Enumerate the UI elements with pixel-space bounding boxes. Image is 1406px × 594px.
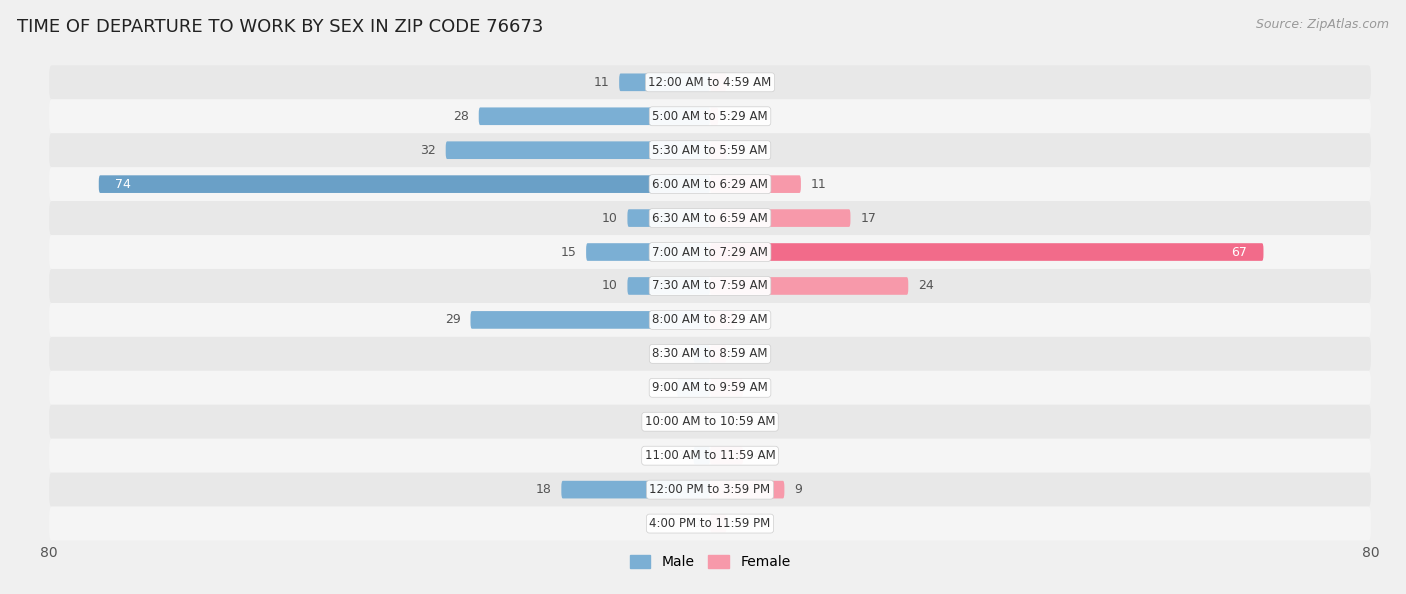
FancyBboxPatch shape xyxy=(710,515,727,532)
Text: 4: 4 xyxy=(659,381,666,394)
Text: 10: 10 xyxy=(602,279,617,292)
Text: 0: 0 xyxy=(692,415,700,428)
Text: 10: 10 xyxy=(602,211,617,225)
Text: 74: 74 xyxy=(115,178,131,191)
Text: 7:30 AM to 7:59 AM: 7:30 AM to 7:59 AM xyxy=(652,279,768,292)
Text: 11: 11 xyxy=(593,76,609,89)
Text: 9: 9 xyxy=(794,483,803,496)
Text: 67: 67 xyxy=(1232,245,1247,258)
FancyBboxPatch shape xyxy=(561,481,710,498)
Text: 18: 18 xyxy=(536,483,551,496)
FancyBboxPatch shape xyxy=(98,175,710,193)
Text: 17: 17 xyxy=(860,211,876,225)
FancyBboxPatch shape xyxy=(693,447,710,465)
Text: 12:00 PM to 3:59 PM: 12:00 PM to 3:59 PM xyxy=(650,483,770,496)
Text: 24: 24 xyxy=(918,279,934,292)
FancyBboxPatch shape xyxy=(49,167,1371,201)
Text: 8:00 AM to 8:29 AM: 8:00 AM to 8:29 AM xyxy=(652,314,768,327)
Text: 8:30 AM to 8:59 AM: 8:30 AM to 8:59 AM xyxy=(652,347,768,361)
Text: 6:00 AM to 6:29 AM: 6:00 AM to 6:29 AM xyxy=(652,178,768,191)
FancyBboxPatch shape xyxy=(619,74,710,91)
Text: 4:00 PM to 11:59 PM: 4:00 PM to 11:59 PM xyxy=(650,517,770,530)
FancyBboxPatch shape xyxy=(586,243,710,261)
Text: 10:00 AM to 10:59 AM: 10:00 AM to 10:59 AM xyxy=(645,415,775,428)
Text: 4: 4 xyxy=(754,381,761,394)
FancyBboxPatch shape xyxy=(710,277,908,295)
FancyBboxPatch shape xyxy=(49,507,1371,541)
FancyBboxPatch shape xyxy=(471,311,710,328)
Text: TIME OF DEPARTURE TO WORK BY SEX IN ZIP CODE 76673: TIME OF DEPARTURE TO WORK BY SEX IN ZIP … xyxy=(17,18,543,36)
FancyBboxPatch shape xyxy=(710,345,727,363)
Text: 5:30 AM to 5:59 AM: 5:30 AM to 5:59 AM xyxy=(652,144,768,157)
FancyBboxPatch shape xyxy=(49,303,1371,337)
Text: 15: 15 xyxy=(561,245,576,258)
FancyBboxPatch shape xyxy=(710,108,718,125)
Text: 28: 28 xyxy=(453,110,468,123)
FancyBboxPatch shape xyxy=(710,379,742,397)
FancyBboxPatch shape xyxy=(49,201,1371,235)
Text: 32: 32 xyxy=(420,144,436,157)
FancyBboxPatch shape xyxy=(710,74,727,91)
Text: 5:00 AM to 5:29 AM: 5:00 AM to 5:29 AM xyxy=(652,110,768,123)
FancyBboxPatch shape xyxy=(49,405,1371,439)
FancyBboxPatch shape xyxy=(710,243,1264,261)
Text: 2: 2 xyxy=(737,347,744,361)
FancyBboxPatch shape xyxy=(710,209,851,227)
FancyBboxPatch shape xyxy=(49,65,1371,99)
FancyBboxPatch shape xyxy=(627,277,710,295)
Text: 4: 4 xyxy=(754,449,761,462)
FancyBboxPatch shape xyxy=(710,311,735,328)
Text: 1: 1 xyxy=(728,110,737,123)
FancyBboxPatch shape xyxy=(446,141,710,159)
Text: 2: 2 xyxy=(676,347,683,361)
Text: 2: 2 xyxy=(676,449,683,462)
Text: 11: 11 xyxy=(811,178,827,191)
FancyBboxPatch shape xyxy=(49,337,1371,371)
FancyBboxPatch shape xyxy=(678,379,710,397)
Text: 3: 3 xyxy=(745,314,752,327)
Text: 0: 0 xyxy=(692,517,700,530)
FancyBboxPatch shape xyxy=(49,269,1371,303)
Text: 7:00 AM to 7:29 AM: 7:00 AM to 7:29 AM xyxy=(652,245,768,258)
FancyBboxPatch shape xyxy=(49,133,1371,167)
Text: Source: ZipAtlas.com: Source: ZipAtlas.com xyxy=(1256,18,1389,31)
FancyBboxPatch shape xyxy=(627,209,710,227)
Text: 9:00 AM to 9:59 AM: 9:00 AM to 9:59 AM xyxy=(652,381,768,394)
Text: 2: 2 xyxy=(737,517,744,530)
Text: 11:00 AM to 11:59 AM: 11:00 AM to 11:59 AM xyxy=(645,449,775,462)
FancyBboxPatch shape xyxy=(478,108,710,125)
Legend: Male, Female: Male, Female xyxy=(623,548,797,576)
Text: 12:00 AM to 4:59 AM: 12:00 AM to 4:59 AM xyxy=(648,76,772,89)
FancyBboxPatch shape xyxy=(49,473,1371,507)
FancyBboxPatch shape xyxy=(710,141,727,159)
FancyBboxPatch shape xyxy=(49,371,1371,405)
FancyBboxPatch shape xyxy=(710,447,742,465)
FancyBboxPatch shape xyxy=(693,345,710,363)
Text: 2: 2 xyxy=(737,76,744,89)
FancyBboxPatch shape xyxy=(49,235,1371,269)
Text: 6:30 AM to 6:59 AM: 6:30 AM to 6:59 AM xyxy=(652,211,768,225)
FancyBboxPatch shape xyxy=(49,99,1371,133)
FancyBboxPatch shape xyxy=(710,175,801,193)
Text: 29: 29 xyxy=(444,314,461,327)
FancyBboxPatch shape xyxy=(49,439,1371,473)
FancyBboxPatch shape xyxy=(710,481,785,498)
Text: 2: 2 xyxy=(737,144,744,157)
Text: 0: 0 xyxy=(720,415,728,428)
